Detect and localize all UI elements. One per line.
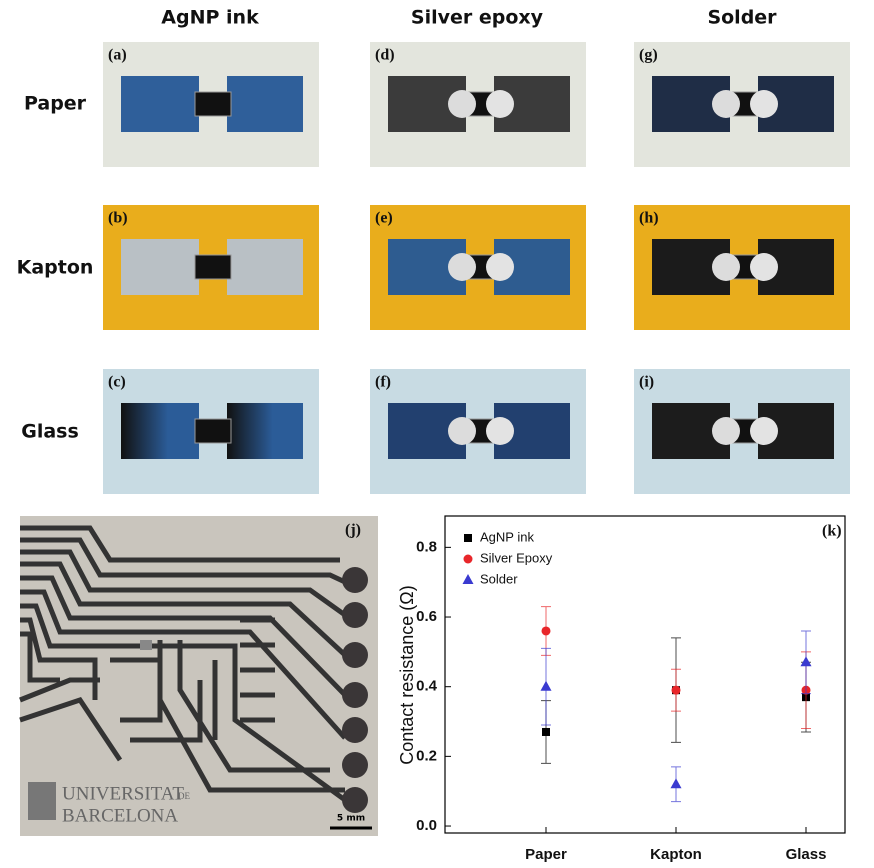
joint	[486, 253, 514, 281]
figure: AgNP ink Silver epoxy Solder Paper Kapto…	[0, 0, 874, 868]
logo-text: BARCELONA	[62, 805, 178, 826]
marker	[542, 728, 550, 736]
joint	[448, 253, 476, 281]
column-header: AgNP ink	[161, 7, 259, 29]
electrode	[227, 76, 303, 132]
x-tick-label: Paper	[525, 846, 567, 863]
column-header: Solder	[707, 7, 777, 29]
electrode	[227, 403, 303, 459]
joint	[486, 417, 514, 445]
chip	[195, 419, 231, 443]
joint	[750, 417, 778, 445]
panel-label: (j)	[345, 522, 361, 539]
joint	[486, 90, 514, 118]
chip	[195, 92, 231, 116]
y-tick-label: 0.0	[416, 817, 437, 834]
panel-label: (f)	[375, 374, 391, 391]
logo-text: UNIVERSITAT	[62, 783, 184, 804]
column-header: Silver epoxy	[411, 7, 544, 29]
panel-label: (g)	[639, 47, 658, 64]
legend-label: AgNP ink	[480, 529, 534, 544]
joint	[750, 90, 778, 118]
row-header: Glass	[21, 421, 79, 443]
electrode	[121, 76, 199, 132]
y-tick-label: 0.8	[416, 538, 437, 555]
panel-label: (k)	[822, 523, 842, 540]
legend-marker	[464, 534, 472, 542]
marker	[672, 686, 681, 695]
panel-label: (i)	[639, 374, 654, 391]
scale-bar-label: 5 mm	[337, 814, 365, 824]
joint	[448, 90, 476, 118]
legend-label: Silver Epoxy	[480, 550, 553, 565]
panel-label: (c)	[108, 374, 126, 391]
chip	[195, 255, 231, 279]
panel-label: (d)	[375, 47, 395, 64]
joint	[712, 417, 740, 445]
joint	[750, 253, 778, 281]
y-tick-label: 0.6	[416, 608, 437, 625]
y-tick-label: 0.2	[416, 747, 437, 764]
legend-marker	[464, 555, 473, 564]
y-tick-label: 0.4	[416, 678, 438, 695]
legend-marker	[463, 574, 474, 584]
panel-label: (h)	[639, 210, 659, 227]
marker	[801, 656, 812, 666]
marker	[542, 626, 551, 635]
panel-label: (b)	[108, 210, 128, 227]
row-header: Paper	[24, 93, 87, 115]
x-tick-label: Glass	[786, 846, 827, 863]
marker	[671, 778, 682, 788]
marker	[541, 681, 552, 691]
logo-text: DE	[178, 791, 190, 801]
legend-label: Solder	[480, 571, 518, 586]
electrode	[227, 239, 303, 295]
x-tick-label: Kapton	[650, 846, 702, 863]
electrode	[121, 403, 199, 459]
row-header: Kapton	[17, 257, 94, 279]
panel-label: (a)	[108, 47, 127, 64]
electrode	[121, 239, 199, 295]
y-axis-label: Contact resistance (Ω)	[397, 585, 417, 765]
panel-label: (e)	[375, 210, 393, 227]
joint	[712, 253, 740, 281]
joint	[712, 90, 740, 118]
joint	[448, 417, 476, 445]
